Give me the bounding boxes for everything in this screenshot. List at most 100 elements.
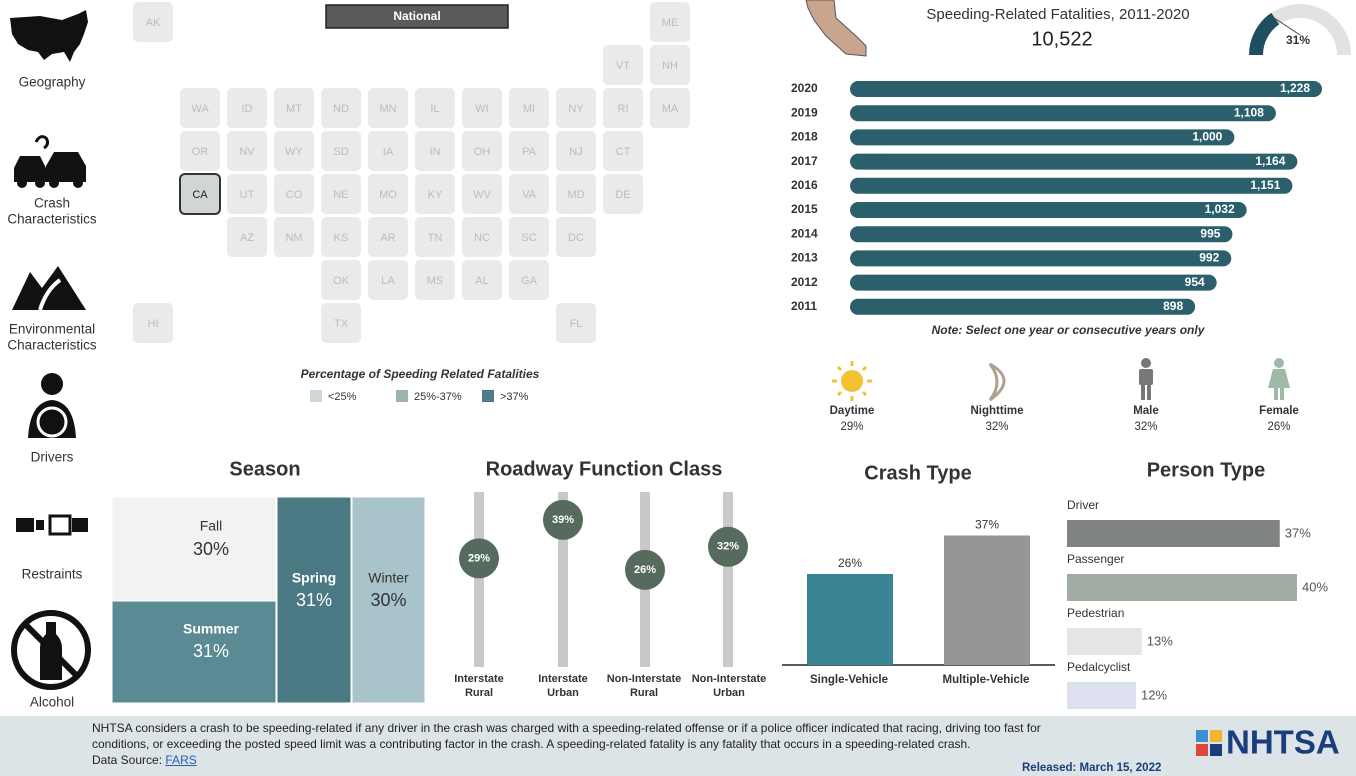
- state-label[interactable]: ME: [662, 17, 679, 29]
- state-label[interactable]: OH: [474, 146, 491, 158]
- state-label[interactable]: MT: [286, 103, 302, 115]
- state-tile[interactable]: [368, 174, 408, 214]
- state-label[interactable]: TX: [334, 318, 349, 330]
- state-tile[interactable]: [368, 131, 408, 171]
- crash-icon[interactable]: [14, 135, 86, 188]
- state-label[interactable]: PA: [522, 146, 537, 158]
- state-tile[interactable]: [321, 217, 361, 257]
- state-tile[interactable]: [227, 131, 267, 171]
- state-tile[interactable]: [509, 131, 549, 171]
- state-tile[interactable]: [321, 88, 361, 128]
- state-tile[interactable]: [179, 173, 221, 215]
- state-tile[interactable]: [274, 88, 314, 128]
- state-label[interactable]: ND: [333, 103, 349, 115]
- sidebar-label[interactable]: Geography: [19, 75, 86, 90]
- state-label[interactable]: FL: [570, 318, 583, 330]
- year-bar[interactable]: [850, 250, 1232, 267]
- state-tile[interactable]: [227, 88, 267, 128]
- state-tile[interactable]: [180, 88, 220, 128]
- lollipop-dot[interactable]: [459, 538, 499, 579]
- state-tile[interactable]: [556, 217, 596, 257]
- state-label[interactable]: OR: [192, 146, 209, 158]
- state-tile[interactable]: [462, 174, 502, 214]
- treemap-cell[interactable]: [276, 496, 352, 704]
- treemap-cell[interactable]: [111, 496, 277, 602]
- state-tile[interactable]: [556, 174, 596, 214]
- bar[interactable]: [1067, 520, 1280, 547]
- state-label[interactable]: OK: [333, 275, 350, 287]
- state-tile[interactable]: [650, 2, 690, 42]
- state-tile[interactable]: [509, 260, 549, 300]
- lollipop-dot[interactable]: [625, 549, 665, 590]
- state-tile[interactable]: [368, 88, 408, 128]
- state-tile[interactable]: [650, 88, 690, 128]
- state-tile[interactable]: [321, 131, 361, 171]
- state-label[interactable]: MA: [662, 103, 679, 115]
- state-tile[interactable]: [133, 303, 173, 343]
- sidebar-label[interactable]: Characteristics: [7, 212, 97, 227]
- drivers-icon[interactable]: [28, 373, 76, 438]
- state-label[interactable]: WY: [285, 146, 303, 158]
- national-button[interactable]: [325, 4, 509, 29]
- state-tile[interactable]: [603, 174, 643, 214]
- treemap-cell[interactable]: [351, 496, 426, 704]
- state-label[interactable]: SC: [521, 232, 536, 244]
- state-tile[interactable]: [321, 303, 361, 343]
- bar[interactable]: [1067, 574, 1297, 601]
- state-tile[interactable]: [509, 88, 549, 128]
- state-tile[interactable]: [274, 131, 314, 171]
- state-tile[interactable]: [274, 217, 314, 257]
- state-label[interactable]: AR: [380, 232, 395, 244]
- state-label[interactable]: ID: [242, 103, 253, 115]
- state-label[interactable]: IA: [383, 146, 394, 158]
- state-label[interactable]: MS: [427, 275, 444, 287]
- state-label[interactable]: IN: [430, 146, 441, 158]
- state-tile[interactable]: [274, 174, 314, 214]
- year-bar[interactable]: [850, 274, 1217, 291]
- state-tile[interactable]: [556, 303, 596, 343]
- lollipop-dot[interactable]: [543, 499, 583, 540]
- state-tile[interactable]: [603, 88, 643, 128]
- sidebar-label[interactable]: Restraints: [22, 567, 83, 582]
- year-bar[interactable]: [850, 129, 1235, 146]
- state-label[interactable]: HI: [148, 318, 159, 330]
- state-tile[interactable]: [556, 131, 596, 171]
- state-label[interactable]: NY: [568, 103, 584, 115]
- state-label[interactable]: RI: [618, 103, 629, 115]
- state-tile[interactable]: [227, 217, 267, 257]
- state-tile[interactable]: [415, 174, 455, 214]
- state-label[interactable]: WA: [191, 103, 209, 115]
- geography-icon[interactable]: [10, 10, 88, 62]
- state-label[interactable]: SD: [333, 146, 348, 158]
- state-tile[interactable]: [650, 45, 690, 85]
- bar[interactable]: [807, 574, 893, 665]
- state-label[interactable]: DE: [615, 189, 630, 201]
- state-label[interactable]: AK: [146, 17, 161, 29]
- state-tile[interactable]: [462, 131, 502, 171]
- state-tile[interactable]: [462, 88, 502, 128]
- state-label[interactable]: KY: [428, 189, 443, 201]
- state-label[interactable]: NV: [239, 146, 255, 158]
- state-label[interactable]: LA: [381, 275, 395, 287]
- state-label[interactable]: DC: [568, 232, 584, 244]
- state-label[interactable]: VT: [616, 60, 630, 72]
- lollipop-dot[interactable]: [708, 526, 748, 567]
- sidebar-label[interactable]: Characteristics: [7, 338, 97, 353]
- sidebar-label[interactable]: Crash: [34, 196, 70, 211]
- state-label[interactable]: NE: [333, 189, 348, 201]
- year-bar[interactable]: [850, 81, 1322, 97]
- state-label[interactable]: NM: [285, 232, 302, 244]
- bar[interactable]: [1067, 628, 1142, 655]
- state-label[interactable]: MN: [379, 103, 396, 115]
- state-tile[interactable]: [368, 217, 408, 257]
- state-label[interactable]: TN: [428, 232, 443, 244]
- state-tile[interactable]: [227, 174, 267, 214]
- year-bar[interactable]: [850, 177, 1293, 194]
- state-label[interactable]: CT: [616, 146, 631, 158]
- state-label[interactable]: UT: [240, 189, 255, 201]
- bar[interactable]: [944, 535, 1030, 666]
- sidebar-label[interactable]: Environmental: [9, 322, 95, 337]
- source-link[interactable]: FARS: [165, 753, 197, 767]
- state-label[interactable]: MD: [567, 189, 584, 201]
- state-label[interactable]: IL: [430, 103, 439, 115]
